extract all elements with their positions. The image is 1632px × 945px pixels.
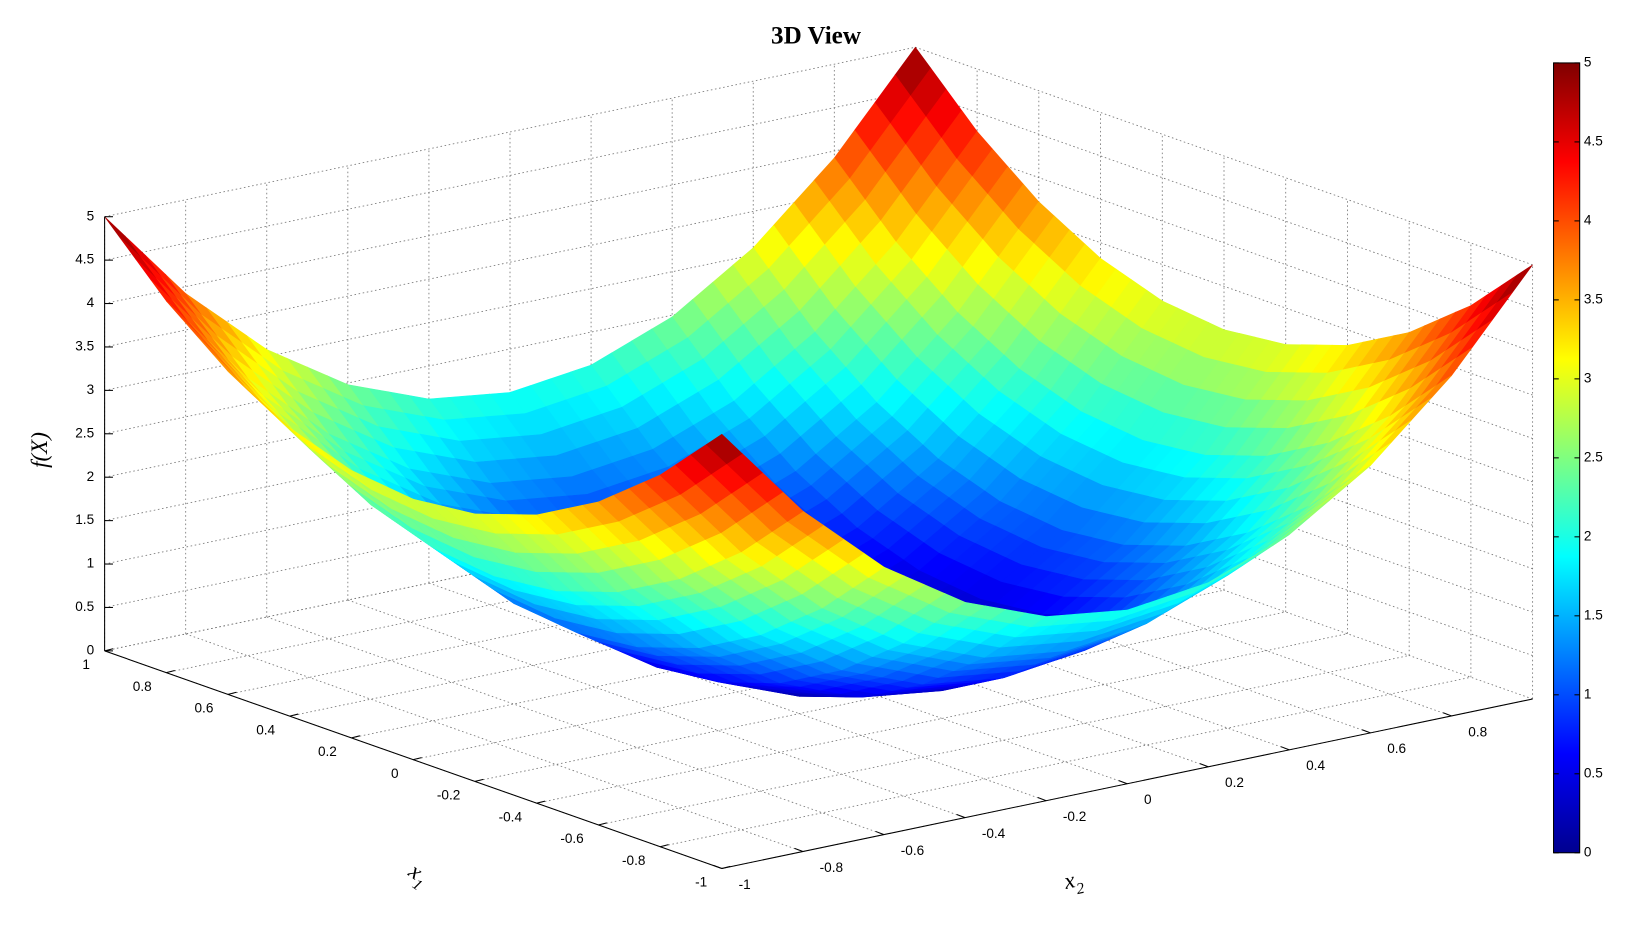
z-tick-label: 1 <box>87 556 95 571</box>
x1-tick-label: -0.8 <box>622 853 645 868</box>
x2-tick <box>1199 763 1209 768</box>
x1-axis <box>104 650 723 869</box>
x1-tick-label: 1 <box>82 657 90 672</box>
colorbar-tick-label: 5 <box>1584 55 1592 70</box>
x2-label-sub: 2 <box>1075 879 1086 897</box>
z-axis-label: f(X) <box>26 432 52 468</box>
z-tick-label: 5 <box>87 208 95 223</box>
surface-patch <box>1496 264 1533 303</box>
x1-tick <box>166 670 175 674</box>
grid-line <box>915 46 1533 266</box>
x2-tick <box>1280 746 1290 751</box>
colorbar-tick-label: 4 <box>1584 212 1592 227</box>
x2-tick-label: -0.8 <box>820 860 843 875</box>
x2-axis-label: x2 <box>1061 865 1086 900</box>
x2-tick-label: 0.8 <box>1468 724 1487 739</box>
axes: 0 0.5 1 1.5 2 2.5 3 3.5 4 4.5 5 -1 -0.8 -0.6 -0.4 -0.2 0… <box>75 208 1533 892</box>
x1-tick-label: 0 <box>391 766 399 781</box>
colorbar-tick-label: 1.5 <box>1584 607 1603 622</box>
x2-tick <box>956 813 966 819</box>
grid-line <box>185 633 804 852</box>
colorbar-tick-label: 1 <box>1584 686 1592 701</box>
z-tick-label: 4 <box>87 295 95 310</box>
x2-tick-label: 0.4 <box>1306 758 1325 773</box>
x1-tick <box>536 800 546 804</box>
x2-tick-label: 0.2 <box>1225 775 1244 790</box>
x2-tick <box>713 864 723 869</box>
x1-tick <box>721 865 731 869</box>
x1-tick-label: -0.6 <box>560 831 583 846</box>
x1-tick <box>598 822 607 826</box>
chart-title: 3D View <box>771 23 861 50</box>
x1-tick-label: 0.6 <box>195 701 214 716</box>
x2-tick <box>875 830 885 836</box>
x1-tick <box>104 648 114 652</box>
z-tick-label: 0.5 <box>75 599 94 614</box>
x2-tick <box>1037 797 1047 802</box>
x2-tick-label: -0.6 <box>901 843 924 858</box>
z-tick-label: 3 <box>87 382 95 397</box>
x1-tick-label: -1 <box>695 875 707 890</box>
z-tick-label: 4.5 <box>75 252 94 267</box>
z-tick-label: 1.5 <box>75 512 94 527</box>
x1-tick-label: 0.2 <box>318 744 337 759</box>
surface-patch <box>119 237 156 279</box>
x1-tick-label: -0.4 <box>499 809 523 824</box>
surface-patch <box>705 433 743 465</box>
x2-tick-label: -0.2 <box>1063 809 1086 824</box>
surface <box>104 46 1533 698</box>
x2-tick-label: 0 <box>1144 792 1152 807</box>
colorbar-tick-label: 2.5 <box>1584 449 1603 464</box>
colorbar-tick-label: 0 <box>1584 844 1592 859</box>
x1-tick <box>413 757 422 761</box>
colorbar-ticks: 0 0.5 1 1.5 2 2.5 3 3.5 4 4.5 5 <box>1553 55 1603 859</box>
z-tick-label: 0 <box>87 642 95 657</box>
x1-tick <box>289 713 299 717</box>
colorbar-tick-label: 3.5 <box>1584 291 1603 306</box>
x2-tick <box>1361 729 1371 734</box>
colorbar-tick-label: 3 <box>1584 370 1592 385</box>
grid-line <box>266 616 885 835</box>
x1-tick <box>659 844 669 848</box>
colorbar-tick-label: 2 <box>1584 528 1592 543</box>
colorbar-tick-label: 4.5 <box>1584 134 1603 149</box>
grid-line <box>347 599 966 819</box>
x1-tick <box>474 778 484 782</box>
colorbar-tick-label: 0.5 <box>1584 765 1603 780</box>
surface-patch <box>140 256 177 298</box>
x2-tick <box>794 847 804 853</box>
grid-line <box>104 46 916 218</box>
surface-patch <box>104 216 141 258</box>
x2-tick <box>1118 780 1128 785</box>
z-tick-label: 2.5 <box>75 425 94 440</box>
x1-tick-label: -0.2 <box>437 788 460 803</box>
z-tick-label: 3.5 <box>75 339 94 354</box>
x2-tick-label: -1 <box>739 877 751 892</box>
x1-tick-label: 0.8 <box>133 679 152 694</box>
x2-tick <box>1442 712 1452 717</box>
surface-patch <box>124 235 161 277</box>
x2-tick-label: 0.6 <box>1387 741 1406 756</box>
x1-tick-label: 0.4 <box>256 722 275 737</box>
x2-tick-label: -0.4 <box>982 826 1006 841</box>
x1-axis-label: x1 <box>400 857 434 894</box>
z-tick-label: 2 <box>87 469 95 484</box>
x1-tick <box>227 691 237 695</box>
x1-tick <box>351 735 361 739</box>
